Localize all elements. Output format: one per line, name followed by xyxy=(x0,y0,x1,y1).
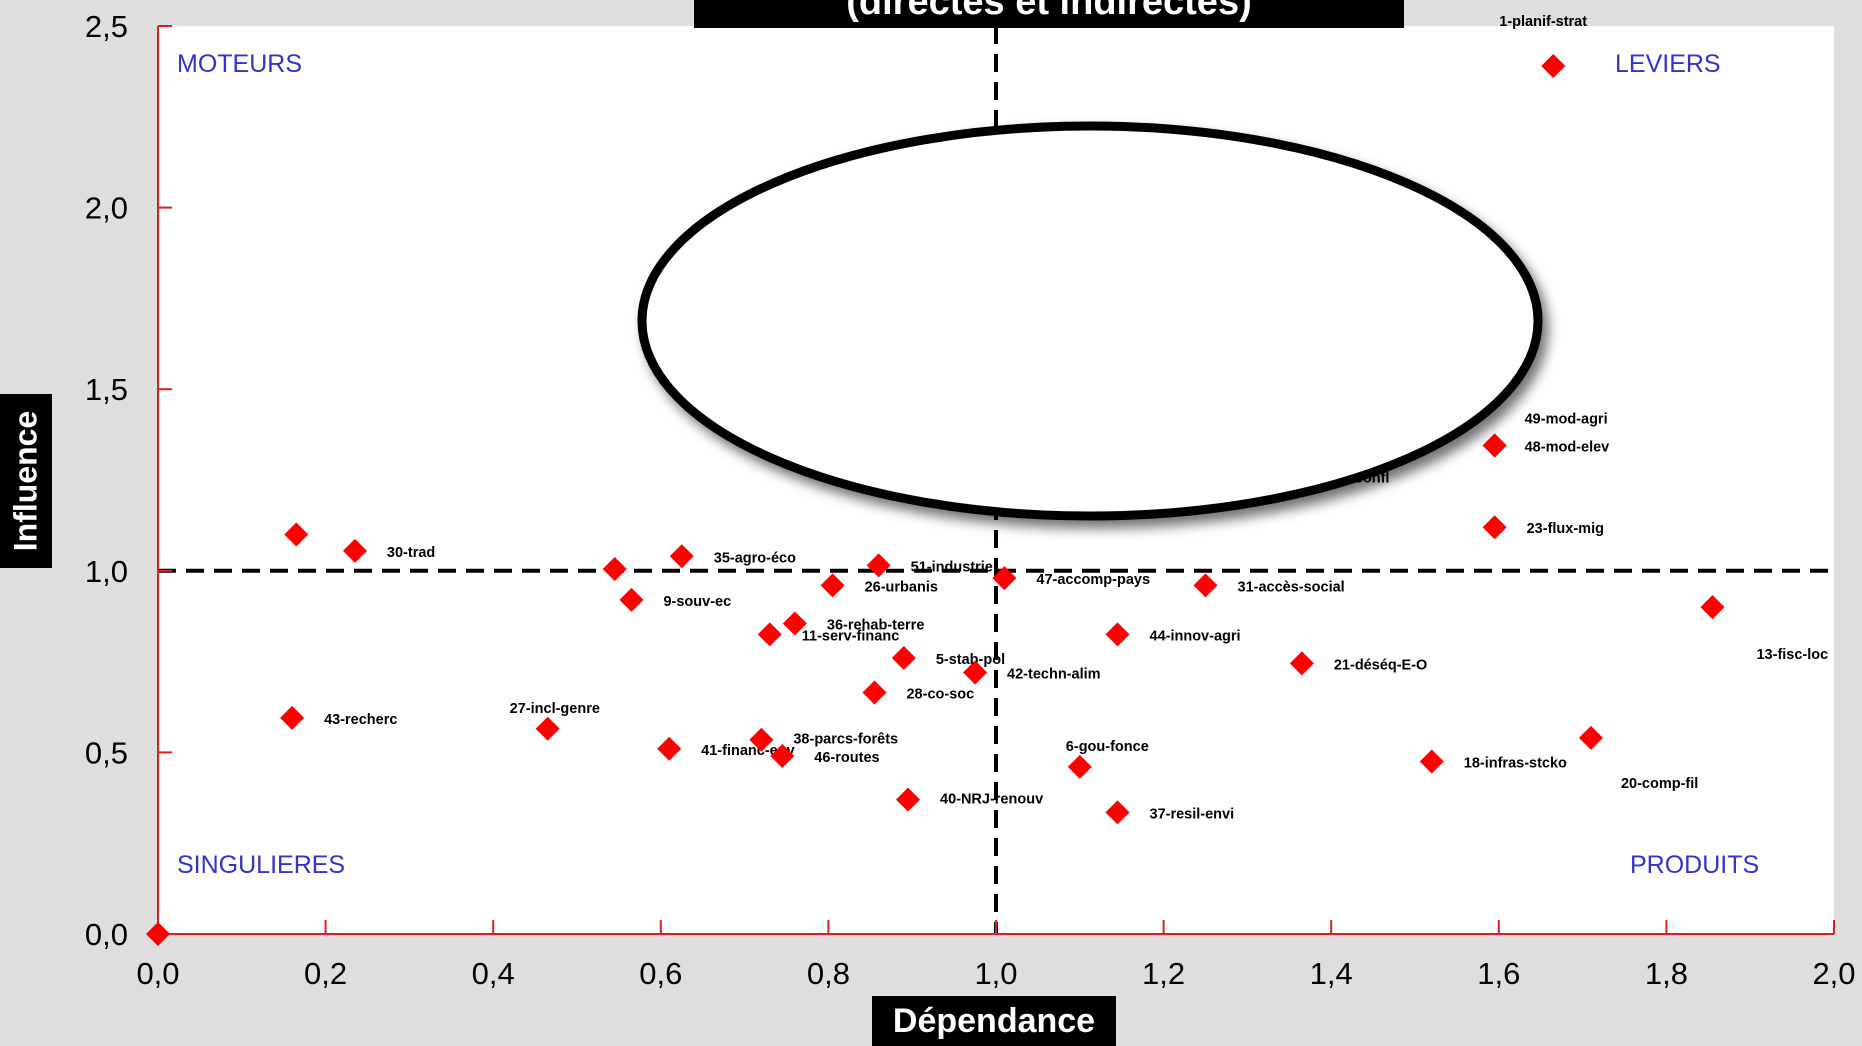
y-tick-label: 0,5 xyxy=(85,735,128,770)
x-axis-label: Dépendance xyxy=(872,996,1116,1046)
data-point-label: 51-industrie xyxy=(911,559,993,575)
data-point-label: 5-stab-pol xyxy=(936,652,1005,668)
quadrant-label-singulieres: SINGULIERES xyxy=(177,851,345,879)
data-point-label: 38-parcs-forêts xyxy=(793,732,898,748)
data-point-marker xyxy=(782,611,807,636)
data-point-marker xyxy=(146,922,170,946)
x-tick-label: 0,4 xyxy=(472,956,515,991)
quadrant-label-produits: PRODUITS xyxy=(1630,851,1759,879)
data-point-label: 23-flux-mig xyxy=(1527,521,1604,537)
y-tick-label: 2,0 xyxy=(85,191,128,226)
data-point-label: 47-accomp-pays xyxy=(1036,572,1150,588)
data-points: 1-planif-strat49-mod-agri48-mod-elev24-c… xyxy=(146,14,1828,946)
data-point-label: 46-routes xyxy=(814,750,879,766)
data-point-marker xyxy=(1105,622,1130,647)
data-point-label: 40-NRJ-renouv xyxy=(940,792,1043,808)
data-point-marker xyxy=(1700,595,1725,620)
data-point-label: 48-mod-elev xyxy=(1525,439,1610,455)
x-tick-label: 1,8 xyxy=(1645,956,1688,991)
y-axis-label-box: Influence xyxy=(0,394,52,568)
data-point-label: 43-recherc xyxy=(324,712,397,728)
axes: 0,0 0,2 0,4 0,6 0,8 1,0 1,2 1,4 1,6 1,8 2,0 0,0 0,5 1… xyxy=(85,9,1856,991)
data-point-label: 35-agro-éco xyxy=(714,550,796,566)
data-point-marker xyxy=(535,716,560,741)
data-point-label: 36-rehab-terre xyxy=(827,617,925,633)
data-point-label: 27-incl-genre xyxy=(510,701,600,717)
data-point-marker xyxy=(896,787,921,812)
data-point-label: 49-mod-agri xyxy=(1525,411,1608,427)
x-tick-label: 0,0 xyxy=(136,956,179,991)
data-point-label: 37-resil-envi xyxy=(1150,806,1235,822)
x-tick-label: 2,0 xyxy=(1812,956,1855,991)
x-tick-label: 1,4 xyxy=(1310,956,1353,991)
data-point-label: 42-techn-alim xyxy=(1007,666,1100,682)
data-point-marker xyxy=(657,736,682,761)
data-point-marker xyxy=(749,727,774,752)
data-point-label: 41-financ-env xyxy=(701,743,794,759)
x-tick-label: 0,8 xyxy=(807,956,850,991)
data-point-label: 30-trad xyxy=(387,545,435,561)
data-point-marker xyxy=(757,622,782,647)
x-tick-label: 0,6 xyxy=(639,956,682,991)
chart-title: (directes et indirectes) xyxy=(694,0,1404,28)
data-point-label: 11-serv-financ xyxy=(802,628,900,644)
data-point-label: 26-urbanis xyxy=(865,579,938,595)
data-point-marker xyxy=(1578,725,1603,750)
data-point-marker xyxy=(619,587,644,612)
data-point-marker xyxy=(1067,754,1092,779)
data-point-label: 18-infras-stcko xyxy=(1464,755,1567,771)
data-point-marker xyxy=(342,538,367,563)
data-point-marker xyxy=(866,553,891,578)
data-point-marker xyxy=(1289,651,1314,676)
data-point-marker xyxy=(669,544,694,569)
data-point-marker xyxy=(1193,573,1218,598)
x-tick-label: 0,2 xyxy=(304,956,347,991)
data-point-marker xyxy=(602,556,627,581)
data-point-marker xyxy=(1482,433,1507,458)
highlight-ellipse xyxy=(637,121,1543,521)
data-point-label: 21-déséq-E-O xyxy=(1334,657,1427,673)
y-tick-label: 1,0 xyxy=(85,554,128,589)
data-point-marker xyxy=(862,680,887,705)
y-tick-label: 0,0 xyxy=(85,917,128,952)
x-tick-label: 1,6 xyxy=(1477,956,1520,991)
data-point-label: 31-accès-social xyxy=(1238,579,1345,595)
data-point-marker xyxy=(1105,800,1130,825)
y-tick-label: 2,5 xyxy=(85,9,128,44)
data-point-label: 6-gou-fonce xyxy=(1066,739,1149,755)
data-point-marker xyxy=(963,660,988,685)
data-point-marker xyxy=(1419,749,1444,774)
quadrant-label-moteurs: MOTEURS xyxy=(177,50,302,78)
x-tick-label: 1,2 xyxy=(1142,956,1185,991)
quadrant-label-leviers: LEVIERS xyxy=(1615,50,1721,78)
data-point-marker xyxy=(1541,53,1566,78)
data-point-label: 20-comp-fil xyxy=(1621,776,1698,792)
data-point-marker xyxy=(1482,515,1507,540)
x-tick-label: 1,0 xyxy=(974,956,1017,991)
data-point-label: 13-fisc-loc xyxy=(1756,647,1828,663)
data-point-marker xyxy=(891,645,916,670)
data-point-marker xyxy=(284,522,309,547)
data-point-marker xyxy=(770,744,795,769)
data-point-marker xyxy=(280,705,305,730)
data-point-label: 28-co-soc xyxy=(906,686,974,702)
y-tick-label: 1,5 xyxy=(85,372,128,407)
data-point-label: 9-souv-ec xyxy=(663,594,731,610)
data-point-marker xyxy=(820,573,845,598)
data-point-label: 44-innov-agri xyxy=(1150,628,1241,644)
data-point-label: 1-planif-strat xyxy=(1499,14,1587,30)
data-point-marker xyxy=(992,566,1017,591)
quadrant-labels: MOTEURS LEVIERS SINGULIERES PRODUITS xyxy=(177,50,1759,879)
y-axis-label: Influence xyxy=(7,410,44,552)
